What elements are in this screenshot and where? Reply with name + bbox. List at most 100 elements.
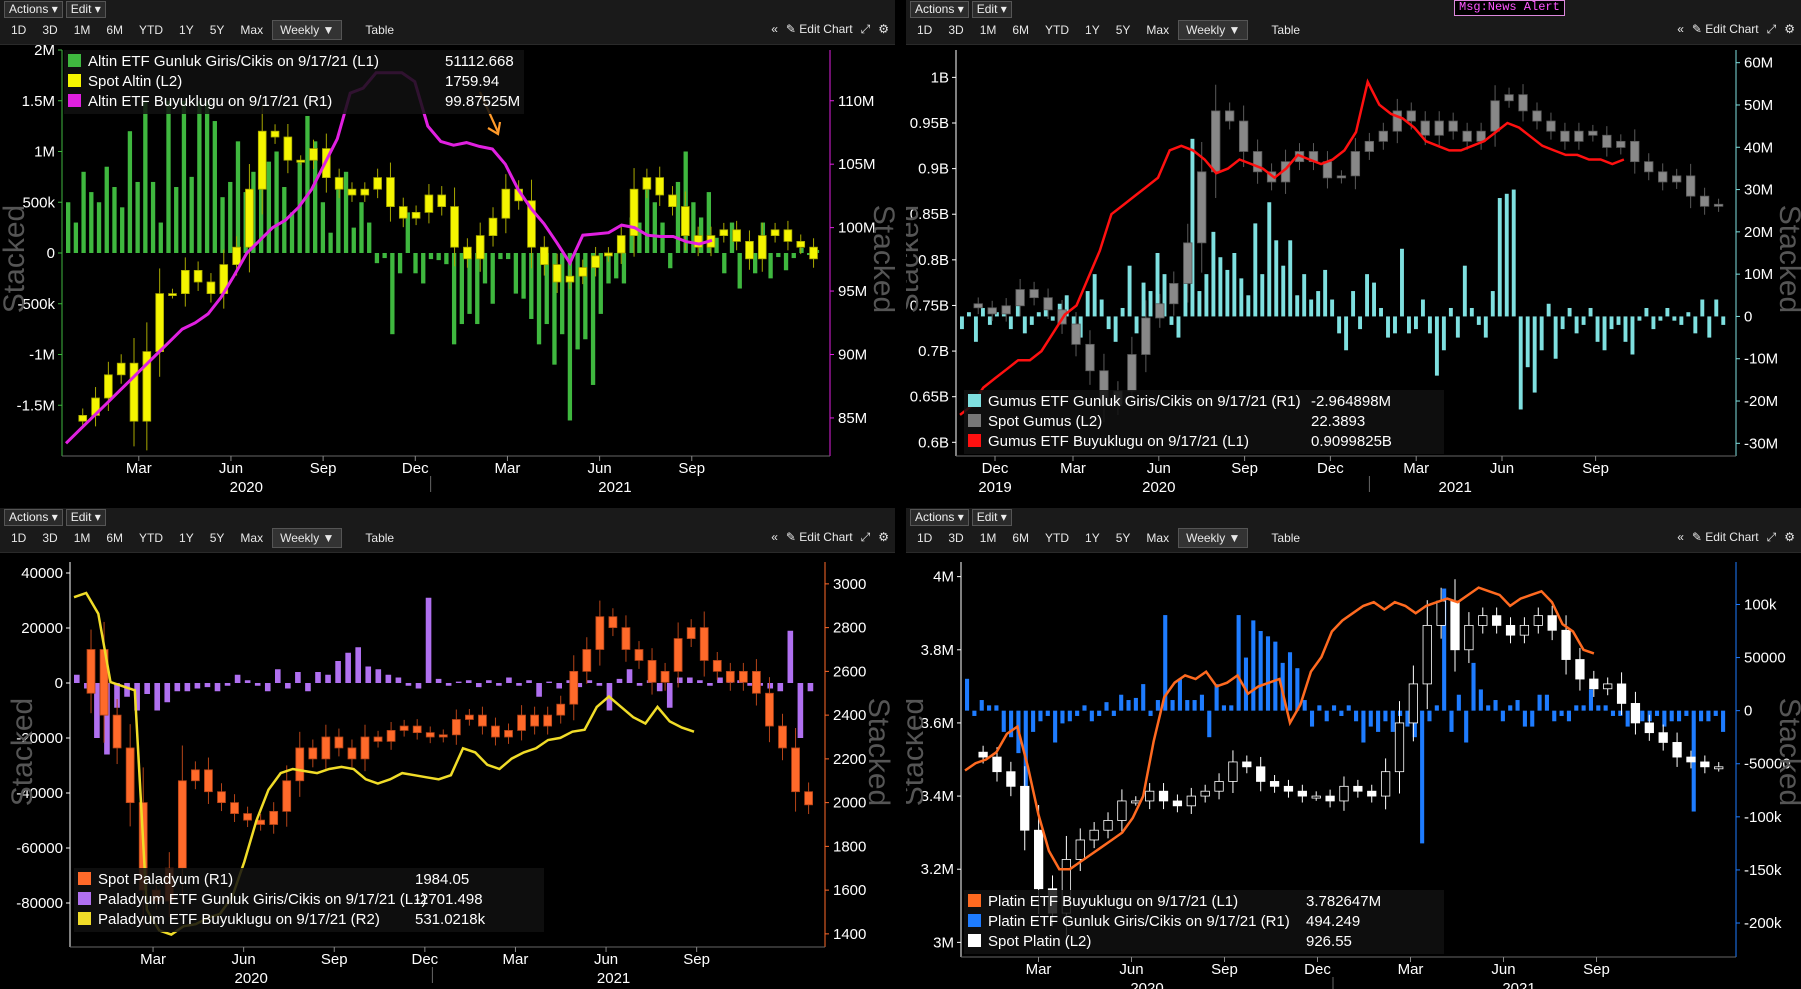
range-1m-button[interactable]: 1M bbox=[73, 23, 91, 37]
range-6m-button[interactable]: 6M bbox=[1012, 531, 1030, 545]
spot-candle bbox=[1616, 683, 1627, 704]
table-button[interactable]: Table bbox=[365, 531, 395, 545]
resize-icon[interactable]: ⤢ bbox=[860, 530, 871, 544]
range-1m-button[interactable]: 1M bbox=[73, 531, 91, 545]
edit-menu[interactable]: Edit ▾ bbox=[971, 509, 1012, 526]
edit-chart-button[interactable]: ✎ Edit Chart bbox=[1691, 22, 1759, 36]
range-3d-button[interactable]: 3D bbox=[948, 531, 964, 545]
resize-icon[interactable]: ⤢ bbox=[1766, 22, 1777, 36]
legend-swatch bbox=[78, 872, 91, 885]
range-6m-button[interactable]: 6M bbox=[106, 531, 124, 545]
range-ytd-button[interactable]: YTD bbox=[1045, 531, 1070, 545]
edit-menu[interactable]: Edit ▾ bbox=[65, 509, 106, 526]
spot-candle bbox=[1103, 820, 1113, 831]
range-5y-button[interactable]: 5Y bbox=[1115, 23, 1131, 37]
range-1d-button[interactable]: 1D bbox=[917, 531, 933, 545]
range-max-button[interactable]: Max bbox=[1146, 23, 1170, 37]
flow-bar bbox=[966, 312, 971, 317]
x-tick-label: Sep bbox=[1211, 961, 1238, 978]
actions-menu[interactable]: Actions ▾ bbox=[910, 509, 969, 526]
range-max-button[interactable]: Max bbox=[240, 531, 264, 545]
range-1y-button[interactable]: 1Y bbox=[179, 531, 194, 545]
flow-bar bbox=[1654, 710, 1660, 716]
range-ytd-button[interactable]: YTD bbox=[139, 531, 164, 545]
collapse-icon[interactable]: « bbox=[771, 22, 778, 36]
spot-candle bbox=[655, 177, 665, 196]
edit-menu[interactable]: Edit ▾ bbox=[971, 1, 1012, 18]
flow-bar bbox=[987, 316, 992, 325]
range-ytd-button[interactable]: YTD bbox=[1045, 23, 1070, 37]
range-max-button[interactable]: Max bbox=[240, 23, 264, 37]
spot-candle bbox=[78, 414, 88, 422]
range-1d-button[interactable]: 1D bbox=[11, 23, 27, 37]
range-3d-button[interactable]: 3D bbox=[42, 23, 58, 37]
flow-bar bbox=[1420, 299, 1425, 317]
news-alert-badge[interactable]: Msg:News Alert bbox=[1454, 0, 1565, 16]
range-ytd-button[interactable]: YTD bbox=[139, 23, 164, 37]
range-3d-button[interactable]: 3D bbox=[42, 531, 58, 545]
actions-menu[interactable]: Actions ▾ bbox=[4, 1, 63, 18]
gear-icon[interactable]: ⚙ bbox=[1784, 530, 1795, 544]
period-select[interactable]: Weekly ▼ bbox=[1178, 20, 1249, 40]
table-button[interactable]: Table bbox=[365, 23, 395, 37]
x-tick-label: Dec bbox=[1317, 460, 1344, 477]
spot-candle bbox=[1169, 283, 1179, 305]
range-max-button[interactable]: Max bbox=[1146, 531, 1170, 545]
gear-icon[interactable]: ⚙ bbox=[878, 22, 889, 36]
x-tick-label: Mar bbox=[503, 951, 529, 968]
range-5y-button[interactable]: 5Y bbox=[209, 531, 225, 545]
range-3d-button[interactable]: 3D bbox=[948, 23, 964, 37]
edit-chart-button[interactable]: ✎ Edit Chart bbox=[785, 22, 853, 36]
range-1y-button[interactable]: 1Y bbox=[1085, 531, 1100, 545]
flow-bar bbox=[1504, 193, 1509, 317]
gear-icon[interactable]: ⚙ bbox=[878, 530, 889, 544]
flow-bar bbox=[224, 683, 231, 686]
paladyum-chart: 40000 20000 0 -20000 -40000 -60000 -80000 3000 2… bbox=[6, 562, 895, 987]
edit-chart-button[interactable]: ✎ Edit Chart bbox=[1691, 530, 1759, 544]
flow-bar bbox=[1616, 316, 1621, 325]
flow-bar bbox=[556, 683, 562, 689]
spot-candle bbox=[752, 670, 761, 694]
spot-candle bbox=[1546, 120, 1556, 132]
range-6m-button[interactable]: 6M bbox=[1012, 23, 1030, 37]
stacked-right-label: Stacked bbox=[1773, 205, 1801, 313]
collapse-icon[interactable]: « bbox=[1677, 22, 1684, 36]
flow-bar bbox=[455, 681, 462, 683]
flow-bar bbox=[614, 253, 619, 279]
period-select[interactable]: Weekly ▼ bbox=[272, 528, 343, 548]
range-1d-button[interactable]: 1D bbox=[11, 531, 27, 545]
range-1y-button[interactable]: 1Y bbox=[179, 23, 194, 37]
range-5y-button[interactable]: 5Y bbox=[209, 23, 225, 37]
resize-icon[interactable]: ⤢ bbox=[1766, 530, 1777, 544]
gear-icon[interactable]: ⚙ bbox=[1784, 22, 1795, 36]
flow-bar bbox=[1361, 710, 1366, 743]
period-select[interactable]: Weekly ▼ bbox=[272, 20, 343, 40]
collapse-icon[interactable]: « bbox=[1677, 530, 1684, 544]
range-1m-button[interactable]: 1M bbox=[979, 23, 997, 37]
range-1y-button[interactable]: 1Y bbox=[1085, 23, 1100, 37]
actions-menu[interactable]: Actions ▾ bbox=[910, 1, 969, 18]
flow-bar bbox=[1493, 700, 1498, 711]
range-1d-button[interactable]: 1D bbox=[917, 23, 933, 37]
spot-candle bbox=[373, 736, 383, 742]
flow-bar bbox=[586, 680, 593, 683]
table-button[interactable]: Table bbox=[1271, 23, 1301, 37]
collapse-icon[interactable]: « bbox=[771, 530, 778, 544]
flow-bar bbox=[1518, 316, 1523, 410]
edit-menu[interactable]: Edit ▾ bbox=[65, 1, 106, 18]
range-6m-button[interactable]: 6M bbox=[106, 23, 124, 37]
range-5y-button[interactable]: 5Y bbox=[1115, 531, 1131, 545]
actions-menu[interactable]: Actions ▾ bbox=[4, 509, 63, 526]
flow-bar bbox=[1560, 316, 1565, 330]
flow-bar bbox=[994, 312, 999, 317]
flow-bar bbox=[521, 253, 526, 299]
flow-bar bbox=[89, 192, 94, 253]
period-select[interactable]: Weekly ▼ bbox=[1178, 528, 1249, 548]
spot-candle bbox=[155, 293, 164, 353]
table-button[interactable]: Table bbox=[1271, 531, 1301, 545]
flow-bar bbox=[1183, 265, 1188, 317]
edit-chart-button[interactable]: ✎ Edit Chart bbox=[785, 530, 853, 544]
resize-icon[interactable]: ⤢ bbox=[860, 22, 871, 36]
spot-candle bbox=[1644, 161, 1654, 173]
range-1m-button[interactable]: 1M bbox=[979, 531, 997, 545]
